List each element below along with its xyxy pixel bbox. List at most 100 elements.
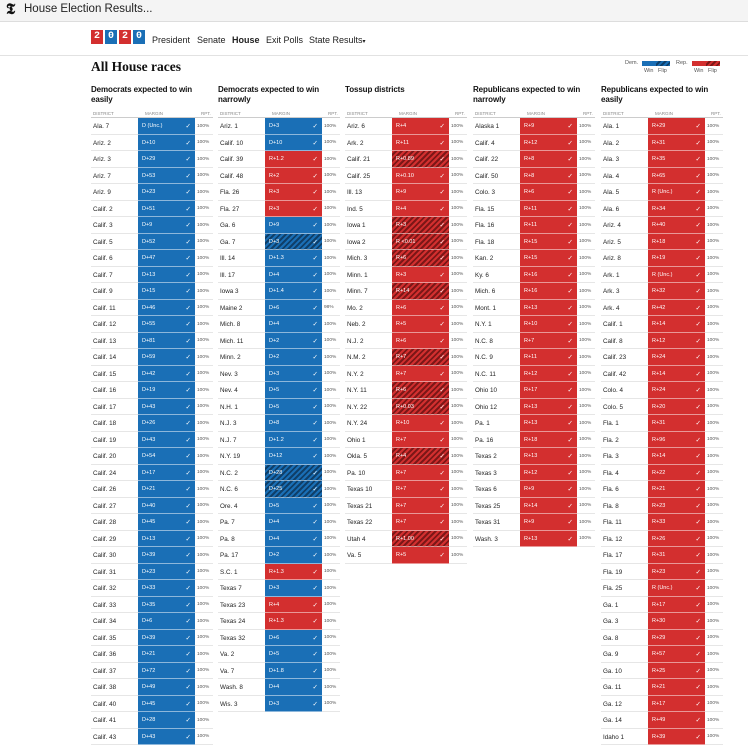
table-row[interactable]: Calif. 10 D+10 ✓ 100%: [218, 134, 340, 151]
table-row[interactable]: Nev. 3 D+3 ✓ 100%: [218, 365, 340, 382]
table-row[interactable]: Va. 7 D+1.8 ✓ 100%: [218, 662, 340, 679]
district-name[interactable]: Calif. 21: [347, 156, 371, 163]
table-row[interactable]: Pa. 8 D+4 ✓ 100%: [218, 530, 340, 547]
district-name[interactable]: Calif. 19: [93, 436, 117, 444]
district-name[interactable]: Texas 21: [347, 502, 373, 510]
district-name[interactable]: Calif. 8: [603, 337, 623, 345]
table-row[interactable]: Mo. 2 R+6 ✓ 100%: [345, 299, 467, 316]
district-name[interactable]: Ala. 5: [603, 189, 620, 196]
table-row[interactable]: Fla. 19 R+23 ✓ 100%: [601, 563, 723, 580]
district-name[interactable]: N.Y. 24: [347, 420, 368, 427]
table-row[interactable]: Ohio 1 R+7 ✓ 100%: [345, 431, 467, 448]
district-name[interactable]: Va. 5: [347, 552, 362, 559]
district-name[interactable]: N.J. 2: [347, 337, 364, 345]
table-row[interactable]: Texas 23 R+4 ✓ 100%: [218, 596, 340, 613]
table-row[interactable]: Ga. 14 R+49 ✓ 100%: [601, 712, 723, 729]
table-row[interactable]: Pa. 10 R+7 ✓ 100%: [345, 464, 467, 481]
table-row[interactable]: Texas 6 R+9 ✓ 100%: [473, 481, 595, 498]
table-row[interactable]: Calif. 13 D+81 ✓ 100%: [91, 332, 213, 349]
table-row[interactable]: Wis. 3 D+3 ✓ 100%: [218, 695, 340, 712]
table-row[interactable]: Alaska 1 R+9 ✓ 100%: [473, 118, 595, 135]
district-name[interactable]: Nev. 4: [220, 387, 238, 394]
district-name[interactable]: Calif. 1: [603, 321, 623, 328]
district-name[interactable]: Ga. 1: [603, 601, 619, 609]
district-name[interactable]: Ariz. 4: [603, 222, 621, 229]
table-row[interactable]: Okla. 5 R+4 ✓ 100%: [345, 448, 467, 465]
district-name[interactable]: Pa. 8: [220, 535, 235, 543]
table-row[interactable]: Calif. 28 D+45 ✓ 100%: [91, 514, 213, 531]
district-name[interactable]: Minn. 7: [347, 288, 368, 295]
table-row[interactable]: Texas 3 R+12 ✓ 100%: [473, 464, 595, 481]
table-row[interactable]: Calif. 30 D+39 ✓ 100%: [91, 547, 213, 564]
table-row[interactable]: Ga. 7 D+3 ✓ 100%: [218, 233, 340, 250]
table-row[interactable]: Calif. 23 R+24 ✓ 100%: [601, 349, 723, 366]
district-name[interactable]: Calif. 13: [93, 337, 117, 345]
district-name[interactable]: N.J. 3: [220, 420, 237, 427]
district-name[interactable]: Ariz. 5: [603, 238, 621, 246]
district-name[interactable]: N.Y. 19: [220, 453, 241, 460]
district-name[interactable]: Ore. 4: [220, 502, 238, 510]
district-name[interactable]: Colo. 3: [475, 189, 495, 196]
district-name[interactable]: Fla. 11: [603, 519, 622, 526]
district-name[interactable]: Calif. 31: [93, 568, 117, 576]
district-name[interactable]: N.C. 6: [220, 486, 238, 493]
table-row[interactable]: Calif. 6 D+47 ✓ 100%: [91, 250, 213, 267]
district-name[interactable]: Ariz. 8: [603, 255, 621, 262]
district-name[interactable]: Ala. 6: [603, 205, 620, 213]
table-row[interactable]: Texas 22 R+7 ✓ 100%: [345, 514, 467, 531]
table-row[interactable]: Calif. 4 R+12 ✓ 100%: [473, 134, 595, 151]
district-name[interactable]: Calif. 34: [93, 618, 117, 625]
district-name[interactable]: Texas 2: [475, 453, 497, 460]
table-row[interactable]: Calif. 34 D+6 ✓ 100%: [91, 613, 213, 630]
table-row[interactable]: Ala. 4 R+65 ✓ 100%: [601, 167, 723, 184]
district-name[interactable]: Fla. 19: [603, 568, 623, 576]
district-name[interactable]: S.C. 1: [220, 568, 238, 576]
district-name[interactable]: Calif. 28: [93, 519, 117, 526]
district-name[interactable]: Ind. 5: [347, 205, 363, 213]
district-name[interactable]: Nev. 3: [220, 370, 238, 378]
district-name[interactable]: Calif. 11: [93, 304, 116, 312]
district-name[interactable]: Minn. 2: [220, 354, 241, 361]
district-name[interactable]: Ariz. 3: [93, 156, 111, 163]
table-row[interactable]: Colo. 5 R+20 ✓ 100%: [601, 398, 723, 415]
district-name[interactable]: Calif. 26: [93, 486, 117, 493]
district-name[interactable]: Pa. 17: [220, 552, 239, 559]
district-name[interactable]: Calif. 27: [93, 502, 117, 510]
district-name[interactable]: Fla. 2: [603, 436, 619, 444]
district-name[interactable]: Calif. 40: [93, 700, 117, 708]
table-row[interactable]: Texas 24 R+1.3 ✓ 100%: [218, 613, 340, 630]
table-row[interactable]: Iowa 3 D+1.4 ✓ 100%: [218, 283, 340, 300]
table-row[interactable]: Texas 21 R+7 ✓ 100%: [345, 497, 467, 514]
district-name[interactable]: Wis. 3: [220, 700, 238, 708]
district-name[interactable]: Calif. 3: [93, 222, 113, 229]
table-row[interactable]: Ariz. 3 D+29 ✓ 100%: [91, 151, 213, 168]
table-row[interactable]: Mich. 11 D+2 ✓ 100%: [218, 332, 340, 349]
district-name[interactable]: Pa. 10: [347, 469, 366, 477]
table-row[interactable]: N.Y. 11 R+6 ✓ 100%: [345, 382, 467, 399]
table-row[interactable]: Mich. 6 R+16 ✓ 100%: [473, 283, 595, 300]
table-row[interactable]: Ky. 6 R+16 ✓ 100%: [473, 266, 595, 283]
district-name[interactable]: Ga. 11: [603, 684, 622, 691]
district-name[interactable]: Neb. 2: [347, 321, 366, 328]
district-name[interactable]: Calif. 38: [93, 684, 117, 691]
table-row[interactable]: Texas 7 D+3 ✓ 100%: [218, 580, 340, 597]
nyt-logo-icon[interactable]: 𝕿: [6, 2, 16, 18]
table-row[interactable]: N.C. 8 R+7 ✓ 100%: [473, 332, 595, 349]
table-row[interactable]: Calif. 1 R+14 ✓ 100%: [601, 316, 723, 333]
district-name[interactable]: Texas 7: [220, 585, 242, 592]
district-name[interactable]: Iowa 2: [347, 238, 366, 246]
table-row[interactable]: Ill. 14 D+1.3 ✓ 100%: [218, 250, 340, 267]
table-row[interactable]: Ohio 10 R+17 ✓ 100%: [473, 382, 595, 399]
district-name[interactable]: Calif. 43: [93, 733, 117, 741]
district-name[interactable]: Ala. 3: [603, 156, 620, 163]
table-row[interactable]: Texas 32 D+6 ✓ 100%: [218, 629, 340, 646]
table-row[interactable]: N.C. 9 R+11 ✓ 100%: [473, 349, 595, 366]
district-name[interactable]: Okla. 5: [347, 453, 367, 460]
table-row[interactable]: Calif. 11 D+46 ✓ 100%: [91, 299, 213, 316]
district-name[interactable]: Calif. 6: [93, 255, 113, 262]
table-row[interactable]: Calif. 50 R+8 ✓ 100%: [473, 167, 595, 184]
table-row[interactable]: Ark. 3 R+32 ✓ 100%: [601, 283, 723, 300]
district-name[interactable]: Va. 7: [220, 667, 235, 675]
district-name[interactable]: Ariz. 9: [93, 189, 111, 196]
table-row[interactable]: Ala. 7 D (Unc.) ✓ 100%: [91, 118, 213, 135]
